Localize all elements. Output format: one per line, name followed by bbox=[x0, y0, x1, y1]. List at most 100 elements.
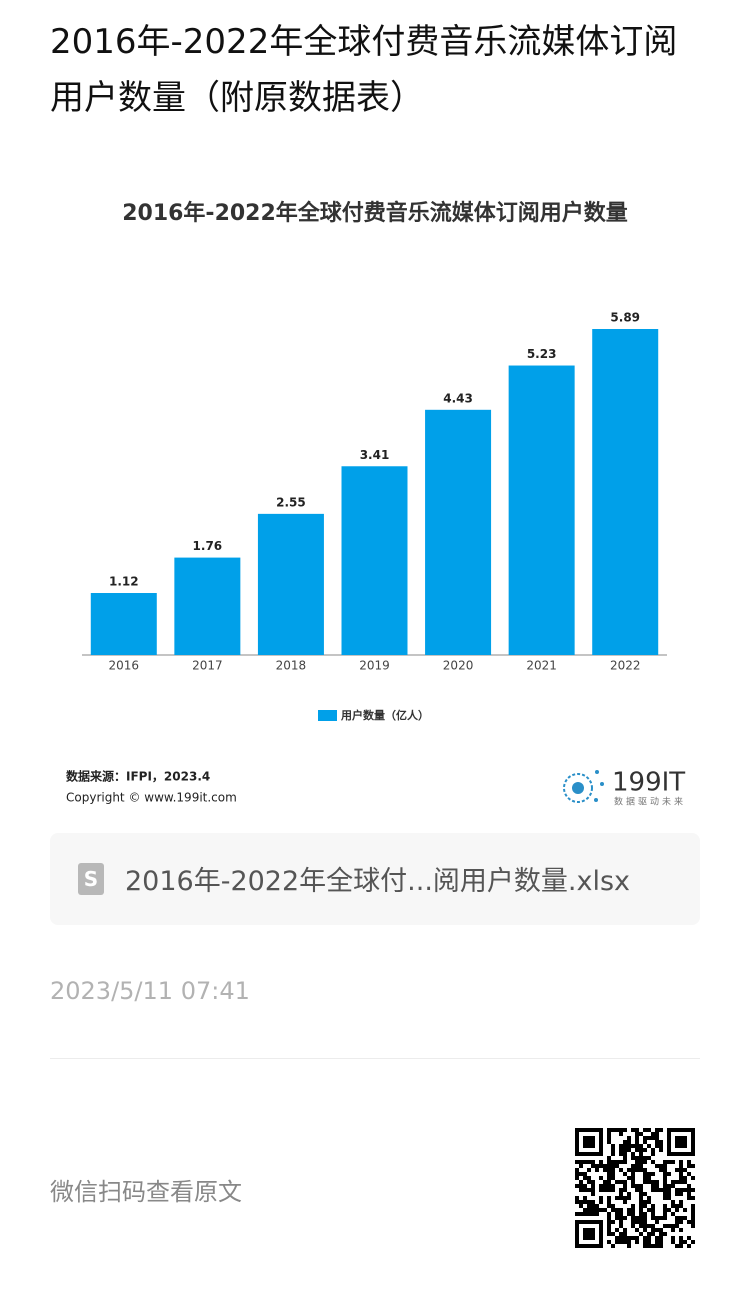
qr-finder bbox=[583, 1136, 595, 1148]
qr-module bbox=[607, 1172, 611, 1176]
qr-module bbox=[631, 1204, 635, 1208]
qr-module bbox=[587, 1188, 591, 1192]
qr-module bbox=[607, 1200, 611, 1204]
qr-module bbox=[631, 1220, 635, 1224]
qr-module bbox=[595, 1204, 599, 1208]
qr-module bbox=[587, 1204, 591, 1208]
qr-module bbox=[639, 1144, 643, 1148]
qr-module bbox=[615, 1164, 619, 1168]
qr-module bbox=[615, 1240, 619, 1244]
qr-module bbox=[587, 1176, 591, 1180]
qr-module bbox=[659, 1128, 663, 1132]
qr-module bbox=[595, 1164, 599, 1168]
qr-module bbox=[647, 1156, 651, 1160]
qr-module bbox=[675, 1208, 679, 1212]
qr-module bbox=[651, 1244, 655, 1248]
qr-module bbox=[611, 1188, 615, 1192]
bar bbox=[174, 557, 241, 655]
qr-module bbox=[667, 1172, 671, 1176]
qr-code bbox=[575, 1128, 695, 1248]
qr-module bbox=[639, 1204, 643, 1208]
qr-module bbox=[643, 1220, 647, 1224]
qr-module bbox=[671, 1160, 675, 1164]
qr-module bbox=[591, 1184, 595, 1188]
qr-module bbox=[655, 1136, 659, 1140]
qr-module bbox=[619, 1216, 623, 1220]
qr-module bbox=[635, 1216, 639, 1220]
qr-module bbox=[643, 1236, 647, 1240]
qr-module bbox=[603, 1168, 607, 1172]
qr-module bbox=[623, 1228, 627, 1232]
qr-module bbox=[595, 1212, 599, 1216]
qr-module bbox=[635, 1136, 639, 1140]
qr-module bbox=[647, 1128, 651, 1132]
qr-module bbox=[623, 1180, 627, 1184]
qr-module bbox=[591, 1160, 595, 1164]
qr-module bbox=[619, 1224, 623, 1228]
bar bbox=[592, 329, 659, 655]
qr-module bbox=[663, 1196, 667, 1200]
qr-module bbox=[671, 1228, 675, 1232]
value-label: 1.12 bbox=[109, 575, 139, 589]
qr-module bbox=[647, 1176, 651, 1180]
qr-module bbox=[663, 1172, 667, 1176]
qr-module bbox=[627, 1208, 631, 1212]
qr-module bbox=[579, 1184, 583, 1188]
qr-module bbox=[651, 1224, 655, 1228]
qr-module bbox=[671, 1180, 675, 1184]
qr-module bbox=[679, 1192, 683, 1196]
bar bbox=[257, 513, 324, 655]
qr-module bbox=[631, 1208, 635, 1212]
qr-module bbox=[619, 1240, 623, 1244]
qr-module bbox=[607, 1204, 611, 1208]
qr-module bbox=[623, 1156, 627, 1160]
qr-module bbox=[619, 1180, 623, 1184]
qr-module bbox=[659, 1144, 663, 1148]
qr-module bbox=[667, 1224, 671, 1228]
qr-module bbox=[615, 1180, 619, 1184]
qr-module bbox=[599, 1200, 603, 1204]
file-attachment[interactable]: S 2016年-2022年全球付...阅用户数量.xlsx bbox=[50, 833, 700, 925]
qr-module bbox=[579, 1180, 583, 1184]
qr-module bbox=[619, 1128, 623, 1132]
legend-label: 用户数量（亿人） bbox=[341, 708, 429, 722]
qr-module bbox=[683, 1208, 687, 1212]
qr-module bbox=[671, 1236, 675, 1240]
qr-module bbox=[619, 1188, 623, 1192]
qr-module bbox=[639, 1224, 643, 1228]
qr-module bbox=[607, 1140, 611, 1144]
value-label: 1.76 bbox=[193, 539, 223, 553]
qr-module bbox=[647, 1200, 651, 1204]
qr-module bbox=[623, 1128, 627, 1132]
qr-module bbox=[663, 1204, 667, 1208]
qr-module bbox=[603, 1164, 607, 1168]
qr-module bbox=[679, 1200, 683, 1204]
qr-module bbox=[651, 1212, 655, 1216]
qr-module bbox=[659, 1148, 663, 1152]
qr-module bbox=[651, 1228, 655, 1232]
qr-module bbox=[655, 1180, 659, 1184]
qr-module bbox=[643, 1244, 647, 1248]
qr-module bbox=[639, 1188, 643, 1192]
chart-title: 2016年-2022年全球付费音乐流媒体订阅用户数量 bbox=[122, 200, 628, 226]
qr-module bbox=[587, 1200, 591, 1204]
qr-module bbox=[619, 1192, 623, 1196]
qr-module bbox=[623, 1236, 627, 1240]
qr-finder bbox=[583, 1228, 595, 1240]
qr-module bbox=[579, 1172, 583, 1176]
qr-module bbox=[635, 1140, 639, 1144]
qr-module bbox=[619, 1168, 623, 1172]
qr-module bbox=[651, 1188, 655, 1192]
qr-module bbox=[575, 1168, 579, 1172]
x-tick-label: 2017 bbox=[192, 659, 223, 673]
qr-module bbox=[643, 1160, 647, 1164]
qr-module bbox=[659, 1188, 663, 1192]
qr-module bbox=[607, 1128, 611, 1132]
qr-module bbox=[631, 1168, 635, 1172]
qr-module bbox=[663, 1160, 667, 1164]
qr-module bbox=[643, 1204, 647, 1208]
qr-module bbox=[655, 1240, 659, 1244]
value-label: 2.55 bbox=[276, 495, 306, 509]
qr-module bbox=[615, 1208, 619, 1212]
qr-module bbox=[627, 1140, 631, 1144]
